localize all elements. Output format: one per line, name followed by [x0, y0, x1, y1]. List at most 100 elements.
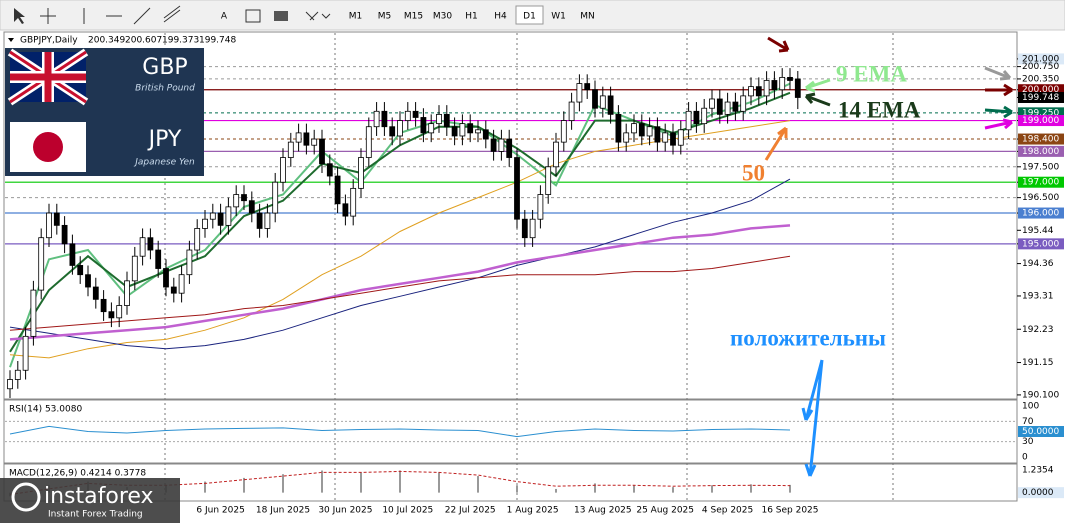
macd-title: MACD(12,26,9) 0.4214 0.3778 [9, 469, 146, 479]
timeframe-button[interactable]: M5 [378, 12, 392, 22]
candle-body [521, 218, 528, 239]
macd-bar [555, 488, 557, 493]
y-tick-label: 199.000 [1022, 116, 1059, 126]
candle-body [459, 123, 466, 137]
uk-plus-red [10, 52, 86, 102]
arrow-gray [984, 66, 1012, 81]
shape-tool[interactable] [274, 11, 288, 21]
y-tick-label: 200.350 [1022, 74, 1059, 84]
candle-body [740, 95, 747, 112]
candle-body [545, 166, 552, 195]
rsi-tick-label: 100 [1022, 402, 1039, 412]
candle-body [77, 265, 84, 276]
candle-body [264, 212, 271, 229]
candle-body [568, 101, 575, 121]
price-label-bg [1018, 115, 1064, 127]
candle-body [38, 237, 45, 291]
rsi-panel [3, 399, 1018, 464]
candle-body [607, 95, 614, 115]
candle-body [295, 132, 302, 143]
y-tick-label: 200.000 [1022, 85, 1059, 95]
candle-body [670, 132, 676, 146]
price-label-bg [1018, 84, 1064, 96]
text-tool[interactable]: A [221, 12, 228, 22]
candle-body [397, 120, 403, 137]
candle-body [475, 129, 481, 134]
moving-average [9, 224, 791, 341]
cursor-tool[interactable] [14, 8, 25, 24]
arrows-tool[interactable] [305, 11, 331, 21]
candle-body [202, 218, 208, 229]
candle-body [217, 212, 224, 226]
candle-body [46, 212, 52, 239]
base-name: British Pound [135, 84, 195, 94]
macd-bar [438, 472, 440, 493]
timeframe-button[interactable]: H4 [494, 12, 507, 22]
candle-body [92, 286, 99, 300]
macd-bar [477, 476, 479, 493]
macd-bar [594, 483, 596, 493]
candle-body [131, 255, 138, 282]
candle-body [124, 280, 130, 306]
candle-body [209, 212, 216, 220]
candle-body [389, 126, 396, 137]
macd-bar [750, 484, 752, 493]
candle-body [420, 117, 427, 134]
macd-bar [360, 472, 362, 493]
candle-body [272, 181, 279, 214]
y-tick-label: 198.400 [1022, 135, 1059, 145]
rsi-tick-label: 30 [1022, 437, 1034, 447]
candle-body [443, 113, 450, 128]
candle-body [319, 138, 325, 165]
candle-body [350, 187, 357, 217]
channel-tool[interactable] [163, 5, 181, 23]
timeframe-active [515, 5, 544, 25]
candle-body [61, 224, 68, 245]
candle-body [147, 237, 154, 251]
x-tick-label: 4 Sep 2025 [702, 506, 753, 516]
candle-body [311, 138, 318, 146]
timeframe-button[interactable]: D1 [523, 12, 536, 22]
candle-body [326, 163, 333, 177]
timeframe-button[interactable]: W1 [551, 12, 566, 22]
macd-bar [399, 470, 401, 493]
candle-body [436, 113, 442, 125]
timeframe-button[interactable]: MN [580, 12, 595, 22]
ema14-label: 14 EMA [838, 97, 921, 122]
macd-tick-label: 1.2354 [1022, 465, 1054, 475]
candle-body [467, 123, 474, 134]
rsi-tick-label: 70 [1022, 417, 1034, 427]
y-tick-label: 201.000 [1022, 54, 1059, 64]
rsi-tick-label: 0 [1022, 452, 1028, 462]
candle-body [709, 98, 715, 109]
logo-tagline: Instant Forex Trading [48, 510, 143, 520]
timeframe-button[interactable]: M15 [404, 12, 423, 22]
header-low: 199.373 [162, 36, 199, 46]
trendline-tool[interactable] [133, 7, 151, 25]
timeframe-button[interactable]: H1 [465, 12, 478, 22]
candle-body [490, 138, 497, 152]
timeframe-button[interactable]: M30 [433, 12, 452, 22]
candle-body [724, 101, 731, 115]
candle-body [155, 249, 162, 269]
header-open: 200.349 [88, 36, 125, 46]
candle-body [365, 126, 372, 158]
candle-body [256, 212, 263, 229]
macd-bar [516, 485, 518, 493]
macd-bar [789, 484, 791, 493]
candle-body [584, 83, 591, 91]
candle-body [287, 141, 294, 158]
label-tool[interactable] [245, 9, 261, 23]
timeframe-button[interactable]: M1 [349, 12, 363, 22]
header: GBPJPY,Daily 200.349 200.607 199.373 199… [8, 36, 236, 46]
candle-body [638, 123, 645, 137]
candle-body [623, 132, 630, 143]
ma50-label: 50 [742, 160, 765, 185]
candle-body [358, 157, 364, 189]
candle-body [163, 268, 169, 288]
x-tick-label: 22 Jul 2025 [445, 506, 496, 516]
crosshair-tool[interactable] [40, 8, 56, 24]
y-tick-label: 197.500 [1022, 162, 1059, 172]
x-tick-label: 16 Sep 2025 [761, 506, 818, 516]
macd-bar [321, 470, 323, 493]
